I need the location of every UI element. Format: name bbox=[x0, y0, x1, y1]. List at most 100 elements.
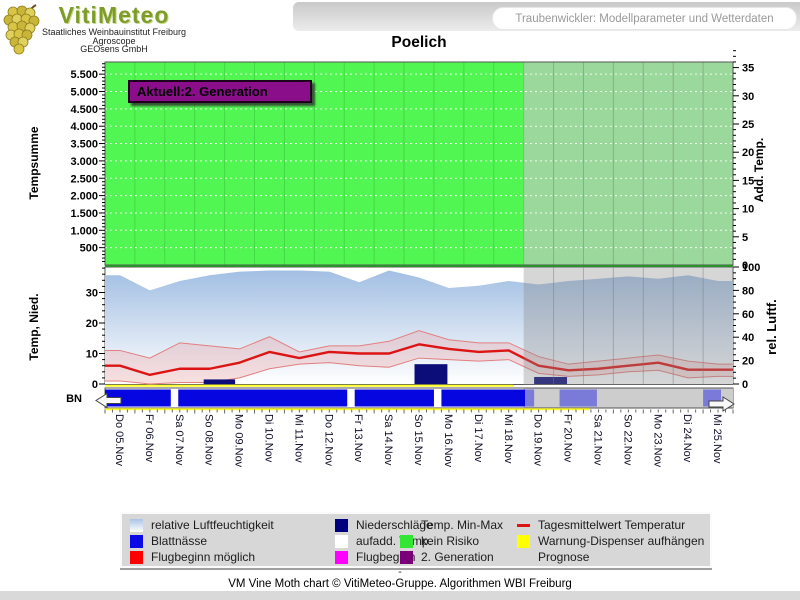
svg-text:500: 500 bbox=[80, 243, 98, 255]
temp-mean-line bbox=[105, 343, 733, 377]
legend-label: Blattnässe bbox=[151, 534, 208, 548]
svg-text:4.500: 4.500 bbox=[70, 104, 98, 116]
status-badge: Aktuell:2. Generation bbox=[128, 80, 312, 103]
legend-label: Temp. Min-Max bbox=[421, 518, 504, 532]
svg-text:20: 20 bbox=[742, 147, 754, 159]
svg-text:10: 10 bbox=[742, 204, 754, 216]
legend-item: Tagesmittelwert Temperatur bbox=[517, 517, 704, 533]
svg-text:40: 40 bbox=[742, 332, 754, 344]
svg-text:2.500: 2.500 bbox=[70, 173, 98, 185]
svg-text:rel. Luftf.: rel. Luftf. bbox=[764, 299, 779, 355]
model-parameters-button[interactable]: Traubenwickler: Modellparameter und Wett… bbox=[492, 7, 797, 30]
svg-text:60: 60 bbox=[742, 309, 754, 321]
svg-text:Di 24.Nov: Di 24.Nov bbox=[681, 414, 693, 463]
svg-text:Fr 06.Nov: Fr 06.Nov bbox=[143, 414, 155, 463]
svg-text:Mi 11.Nov: Mi 11.Nov bbox=[292, 414, 304, 463]
legend-swatch-blattnässe bbox=[130, 534, 143, 548]
footer-dash: - bbox=[398, 566, 402, 578]
svg-text:Mo 23.Nov: Mo 23.Nov bbox=[651, 414, 663, 468]
logo-subtitle-2: Agroscope bbox=[92, 35, 136, 46]
legend-swatch-kein-risiko bbox=[400, 534, 413, 548]
grape-cluster-icon bbox=[3, 4, 40, 55]
legend-swatch-aufadd-temp- bbox=[335, 534, 348, 548]
temp-sum-panel bbox=[104, 61, 734, 267]
svg-text:30: 30 bbox=[742, 91, 754, 103]
logo-subtitle-3: GEOsens GmbH bbox=[80, 44, 148, 54]
svg-text:10: 10 bbox=[86, 349, 98, 361]
legend-item: Temp. Min-Max bbox=[400, 517, 503, 533]
legend-label: relative Luftfeuchtigkeit bbox=[151, 518, 274, 532]
svg-text:Add. Temp.: Add. Temp. bbox=[752, 138, 766, 202]
svg-text:Fr 13.Nov: Fr 13.Nov bbox=[352, 414, 364, 463]
svg-text:Sa 14.Nov: Sa 14.Nov bbox=[382, 414, 394, 466]
legend-item: kein Risiko bbox=[400, 533, 503, 549]
svg-text:1.000: 1.000 bbox=[70, 225, 98, 237]
svg-text:Sa 07.Nov: Sa 07.Nov bbox=[173, 414, 185, 466]
chart-legend: relative Luftfeuchtigkeit Blattnässe Flugb… bbox=[120, 512, 712, 568]
svg-text:Mi 25.Nov: Mi 25.Nov bbox=[711, 414, 723, 464]
temp-sum-axes: 500 1.000 1.500 2.000 2.500 3.000 3.500 4.000 4.… bbox=[27, 50, 766, 272]
svg-text:Di 10.Nov: Di 10.Nov bbox=[263, 414, 275, 463]
svg-text:1.500: 1.500 bbox=[70, 208, 98, 220]
svg-text:100: 100 bbox=[742, 262, 760, 274]
svg-text:So 15.Nov: So 15.Nov bbox=[412, 414, 424, 466]
legend-label: Flugbeginn möglich bbox=[151, 550, 256, 564]
svg-text:0: 0 bbox=[742, 379, 748, 391]
svg-text:BN: BN bbox=[66, 393, 82, 405]
svg-text:Do 05.Nov: Do 05.Nov bbox=[113, 414, 125, 466]
page-title: Poelich bbox=[391, 34, 447, 51]
legend-swatch-relative-luftfeuchtigkeit bbox=[130, 518, 143, 532]
legend-swatch-warnung-dispenser-aufhängen bbox=[517, 534, 530, 548]
svg-text:5: 5 bbox=[742, 232, 748, 244]
x-axis-dates: Do 05.Nov Fr 06.Nov Sa 07.Nov So 08.Nov Mo 0… bbox=[104, 409, 734, 468]
legend-label: Warnung-Dispenser aufhängen bbox=[538, 534, 705, 548]
brand-title: VitiMeteo bbox=[58, 2, 170, 28]
svg-text:Di 17.Nov: Di 17.Nov bbox=[472, 414, 484, 463]
legend-label: 2. Generation bbox=[421, 550, 494, 564]
legend-swatch-tagesmittelwert-temperatur bbox=[517, 523, 530, 527]
legend-item: relative Luftfeuchtigkeit bbox=[130, 517, 274, 533]
legend-swatch-2-generation bbox=[400, 550, 413, 564]
svg-text:20: 20 bbox=[742, 356, 754, 368]
svg-text:Do 12.Nov: Do 12.Nov bbox=[322, 414, 334, 466]
legend-swatch-flugbeginn-möglich bbox=[130, 550, 143, 564]
svg-text:Mi 18.Nov: Mi 18.Nov bbox=[502, 414, 514, 464]
legend-item: Warnung-Dispenser aufhängen bbox=[517, 533, 704, 549]
legend-item: 2. Generation bbox=[400, 549, 503, 565]
svg-text:3.000: 3.000 bbox=[70, 156, 98, 168]
footer-caption: VM Vine Moth chart © VitiMeteo-Gruppe. A… bbox=[228, 578, 572, 590]
weather-axes: 0 10 20 30 0 20 40 60 80 100 Temp, Nied. rel. Luftf… bbox=[27, 262, 779, 391]
vitimeteo-logo: VitiMeteo Staatliches Weinbauinstitut Fr… bbox=[2, 2, 282, 60]
legend-label: Prognose bbox=[538, 550, 590, 564]
legend-label: Niederschläge bbox=[356, 518, 433, 532]
legend-item: Niederschläge bbox=[335, 517, 433, 533]
bottom-divider bbox=[0, 591, 800, 600]
svg-text:3.500: 3.500 bbox=[70, 139, 98, 151]
scroll-right-icon[interactable] bbox=[708, 396, 735, 412]
legend-item: Prognose bbox=[517, 549, 704, 565]
svg-text:5.000: 5.000 bbox=[70, 87, 98, 99]
svg-text:2.000: 2.000 bbox=[70, 191, 98, 203]
svg-text:5.500: 5.500 bbox=[70, 69, 98, 81]
legend-label: kein Risiko bbox=[421, 534, 480, 548]
svg-text:25: 25 bbox=[742, 119, 754, 131]
svg-text:80: 80 bbox=[742, 285, 754, 297]
legend-swatch-niederschläge bbox=[335, 518, 348, 532]
legend-label: Tagesmittelwert Temperatur bbox=[538, 518, 686, 532]
svg-text:So 22.Nov: So 22.Nov bbox=[621, 414, 633, 466]
svg-text:Sa 21.Nov: Sa 21.Nov bbox=[591, 414, 603, 466]
svg-text:35: 35 bbox=[742, 63, 754, 75]
svg-text:Temp, Nied.: Temp, Nied. bbox=[27, 293, 41, 360]
svg-text:30: 30 bbox=[86, 288, 98, 300]
svg-text:20: 20 bbox=[86, 318, 98, 330]
legend-item: Blattnässe bbox=[130, 533, 274, 549]
svg-text:Tempsumme: Tempsumme bbox=[27, 126, 41, 199]
svg-text:Do 19.Nov: Do 19.Nov bbox=[532, 414, 544, 466]
svg-text:0: 0 bbox=[742, 260, 748, 272]
svg-text:Mo 16.Nov: Mo 16.Nov bbox=[442, 414, 454, 468]
svg-text:15: 15 bbox=[742, 175, 754, 187]
legend-item: Flugbeginn möglich bbox=[130, 549, 274, 565]
svg-text:4.000: 4.000 bbox=[70, 121, 98, 133]
scroll-left-icon[interactable] bbox=[95, 392, 122, 409]
